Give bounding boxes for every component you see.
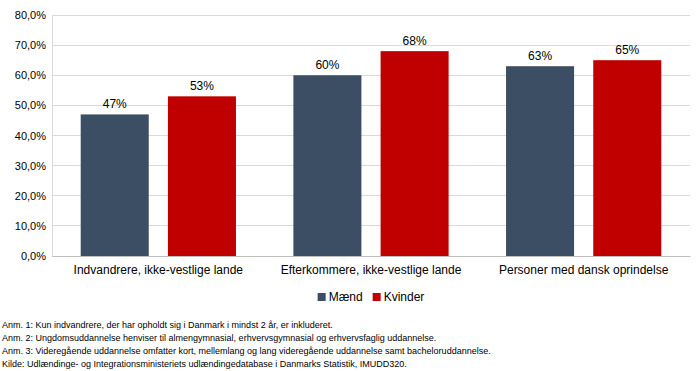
y-axis-line <box>52 16 53 257</box>
legend-item: Mænd <box>318 290 363 304</box>
y-tick: 0,0% <box>21 250 52 262</box>
bar <box>593 60 661 256</box>
y-tick-label: 80,0% <box>15 9 46 21</box>
legend: Mænd Kvinder <box>318 290 425 304</box>
legend-label: Kvinder <box>384 290 425 304</box>
y-tick-label: 60,0% <box>15 69 46 81</box>
y-tick: 30,0% <box>15 160 52 172</box>
note: Anm. 1: Kun indvandrere, der har opholdt… <box>2 320 333 330</box>
note: Anm. 2: Ungdomsuddannelse henviser til a… <box>2 333 436 343</box>
x-tick: Efterkommere, ikke-vestlige lande <box>281 263 462 277</box>
legend-swatch <box>373 293 381 301</box>
grid <box>52 15 690 256</box>
bars <box>81 51 662 256</box>
note: Kilde: Udlændinge- og Integrationsminist… <box>2 359 407 369</box>
y-tick: 10,0% <box>15 220 52 232</box>
x-tick: Indvandrere, ikke-vestlige lande <box>74 263 244 277</box>
data-label: 63% <box>528 49 552 63</box>
x-axis: Indvandrere, ikke-vestlige lande Efterkom… <box>53 257 691 277</box>
y-tick-label: 50,0% <box>15 99 46 111</box>
data-labels: 47% 60% 63% 53% 68% 65% <box>103 34 640 111</box>
bar <box>293 75 361 256</box>
y-tick-label: 10,0% <box>15 220 46 232</box>
bar <box>506 66 574 256</box>
legend-swatch <box>318 293 326 301</box>
y-tick: 50,0% <box>15 99 52 111</box>
x-axis-line <box>53 256 691 257</box>
x-tick: Personer med dansk oprindelse <box>499 263 669 277</box>
x-tick-label: Efterkommere, ikke-vestlige lande <box>281 263 462 277</box>
note: Anm. 3: Videregående uddannelse omfatter… <box>2 346 491 356</box>
legend-label: Mænd <box>329 290 363 304</box>
bar <box>81 114 149 256</box>
data-label: 60% <box>315 58 339 72</box>
y-tick: 60,0% <box>15 69 52 81</box>
y-tick-label: 30,0% <box>15 160 46 172</box>
y-tick: 40,0% <box>15 130 52 142</box>
grid-line <box>52 45 690 46</box>
y-tick-label: 40,0% <box>15 130 46 142</box>
data-label: 53% <box>190 79 214 93</box>
x-tick-label: Indvandrere, ikke-vestlige lande <box>74 263 244 277</box>
grid-line <box>52 15 690 16</box>
y-axis: 0,0% 10,0% 20,0% 30,0% 40,0% 50,0% 60,0% 70,0% 8… <box>15 9 53 262</box>
y-tick: 20,0% <box>15 190 52 202</box>
bar <box>381 51 449 256</box>
y-tick-label: 20,0% <box>15 190 46 202</box>
x-tick-label: Personer med dansk oprindelse <box>499 263 669 277</box>
chart: 0,0% 10,0% 20,0% 30,0% 40,0% 50,0% 60,0% 70,0% 8… <box>0 0 697 371</box>
data-label: 68% <box>403 34 427 48</box>
notes: Anm. 1: Kun indvandrere, der har opholdt… <box>2 320 491 369</box>
data-label: 47% <box>103 97 127 111</box>
y-tick: 80,0% <box>15 9 52 21</box>
bar <box>168 96 236 256</box>
legend-item: Kvinder <box>373 290 425 304</box>
data-label: 65% <box>615 43 639 57</box>
y-tick-label: 70,0% <box>15 39 46 51</box>
y-tick: 70,0% <box>15 39 52 51</box>
y-tick-label: 0,0% <box>21 250 46 262</box>
